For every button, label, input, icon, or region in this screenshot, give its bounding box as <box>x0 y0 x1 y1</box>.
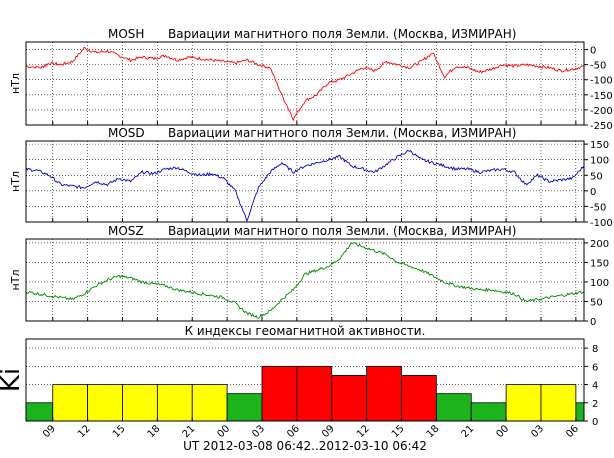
y-tick-label: 150 <box>590 140 609 151</box>
k-index-bar <box>191 384 228 422</box>
x-tick-label: 06 <box>285 423 302 440</box>
x-tick-label: 03 <box>529 423 546 440</box>
y-tick-label: 8 <box>592 344 598 355</box>
y-tick-label: 0 <box>590 317 596 328</box>
k-index-bar <box>435 393 472 422</box>
y-tick-label: 100 <box>590 278 609 289</box>
panel-component-label: MOSH <box>108 27 144 41</box>
panel-mosh: MOSH Вариации магнитного поля Земли. (Мос… <box>9 27 613 132</box>
k-index-bar <box>470 402 507 422</box>
y-tick-label: 0 <box>592 417 598 428</box>
panel-title: Вариации магнитного поля Земли. (Москва,… <box>168 27 516 41</box>
y-tick-label: 6 <box>592 362 598 373</box>
x-tick-label: 00 <box>494 423 511 440</box>
x-tick-label: 18 <box>146 423 163 440</box>
y-axis-label: нТл <box>9 73 22 94</box>
x-tick-label: 15 <box>390 423 407 440</box>
y-tick-label: 0 <box>590 187 596 198</box>
x-tick-label: 12 <box>355 423 372 440</box>
y-axis-label: нТл <box>9 270 22 291</box>
k-index-bar <box>226 393 263 422</box>
x-tick-label: 18 <box>425 423 442 440</box>
k-index-bar <box>331 375 368 422</box>
x-tick-label: 06 <box>564 423 581 440</box>
x-tick-label: 15 <box>111 423 128 440</box>
y-tick-label: -100 <box>590 76 613 87</box>
y-axis-label: нТл <box>9 171 22 192</box>
y-axis-label: Ki <box>0 368 26 392</box>
y-tick-label: 50 <box>590 171 603 182</box>
y-tick-label: -200 <box>590 106 613 117</box>
plot-frame <box>25 140 585 223</box>
panel-title: Вариации магнитного поля Земли. (Москва,… <box>168 224 516 238</box>
y-tick-label: 4 <box>592 381 598 392</box>
panel-mosz: MOSZ Вариации магнитного поля Земли. (Мос… <box>9 224 609 328</box>
y-tick-label: 200 <box>590 239 609 250</box>
k-index-bar <box>575 402 585 422</box>
x-tick-label: 09 <box>320 423 337 440</box>
k-index-bar <box>366 365 402 422</box>
k-index-bar <box>505 384 542 422</box>
y-tick-label: 0 <box>590 46 596 57</box>
data-series-line <box>25 46 585 122</box>
x-tick-label: 21 <box>181 423 198 440</box>
k-index-bar <box>52 384 89 422</box>
panel-component-label: MOSD <box>108 126 145 140</box>
k-index-bar <box>87 384 123 422</box>
panel-title: К индексы геомагнитной активности. <box>185 324 426 338</box>
data-series-line <box>25 149 585 223</box>
time-range-label: UT 2012-03-08 06:42..2012-03-10 06:42 <box>183 439 427 453</box>
k-index-bar <box>296 365 333 422</box>
panel-title: Вариации магнитного поля Земли. (Москва,… <box>168 126 516 140</box>
panel-component-label: MOSZ <box>108 224 144 238</box>
k-index-bar <box>401 375 437 422</box>
k-index-bar <box>156 384 193 422</box>
panel-mosd: MOSD Вариации магнитного поля Земли. (Мос… <box>9 126 613 229</box>
y-tick-label: -50 <box>590 202 606 213</box>
y-tick-label: 100 <box>590 156 609 167</box>
y-tick-label: -150 <box>590 91 613 102</box>
y-tick-label: 2 <box>592 399 598 410</box>
x-tick-label: 21 <box>460 423 477 440</box>
plot-frame <box>25 338 585 422</box>
y-tick-label: 150 <box>590 258 609 269</box>
k-index-bar <box>122 384 158 422</box>
k-index-bar <box>261 365 298 422</box>
k-index-bar <box>540 384 577 422</box>
x-tick-label: 09 <box>41 423 58 440</box>
x-axis-tick-labels: 09 12 15 18 21 00 03 06 09 12 15 18 21 00 03 06 <box>41 423 581 440</box>
x-tick-label: 12 <box>76 423 93 440</box>
x-tick-label: 00 <box>215 423 232 440</box>
k-index-bar <box>25 402 54 422</box>
y-tick-label: -100 <box>590 218 613 229</box>
y-tick-label: -50 <box>590 61 606 72</box>
plot-frame <box>25 41 585 126</box>
y-tick-label: 50 <box>590 297 603 308</box>
x-tick-label: 03 <box>250 423 267 440</box>
y-tick-label: -250 <box>590 121 613 132</box>
plot-frame <box>25 238 585 322</box>
panel-k-index: К индексы геомагнитной активности. Ki 0 2 4 6… <box>0 324 598 428</box>
data-series-line <box>25 242 585 319</box>
